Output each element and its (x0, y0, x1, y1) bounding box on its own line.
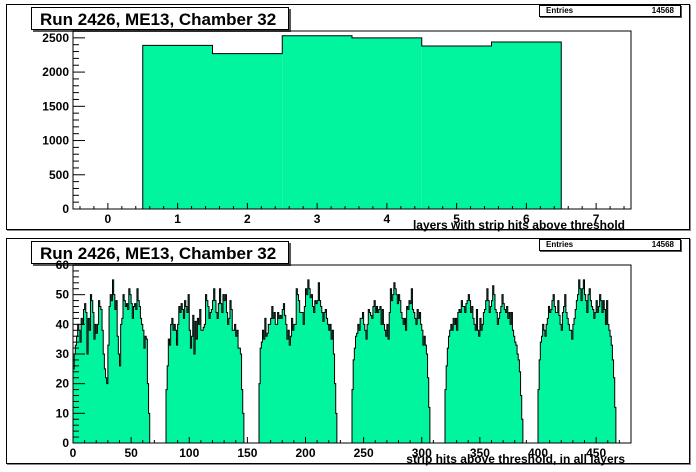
histogram-group-6 (537, 279, 617, 444)
y-tick-label: 2500 (42, 31, 69, 45)
x-tick-label: 7 (593, 212, 600, 226)
histogram-pad-strips: Run 2426, ME13, Chamber 32 Entries 14568… (6, 238, 690, 466)
y-tick-label: 1500 (42, 99, 69, 113)
histogram-outline (142, 35, 562, 209)
y-tick-label: 500 (49, 168, 69, 182)
histogram-bin-1 (142, 45, 213, 209)
stats-box: Entries 14568 (539, 5, 681, 17)
y-tick-label: 40 (56, 317, 70, 331)
histogram-group-5 (444, 285, 524, 444)
x-tick-label: 300 (412, 446, 432, 460)
stats-entries-value: 14568 (651, 240, 674, 249)
x-tick-label: 1 (174, 212, 181, 226)
y-tick-label: 60 (56, 258, 70, 272)
x-tick-label: 0 (70, 446, 77, 460)
x-tick-label: 350 (470, 446, 490, 460)
chart-title: Run 2426, ME13, Chamber 32 (31, 7, 289, 30)
x-tick-label: 200 (295, 446, 315, 460)
x-tick-label: 0 (105, 212, 112, 226)
histogram-bin-6 (491, 41, 562, 210)
chart-title: Run 2426, ME13, Chamber 32 (31, 241, 289, 264)
x-tick-label: 5 (453, 212, 460, 226)
histogram-bin-5 (421, 46, 492, 209)
y-tick-label: 0 (62, 436, 69, 450)
x-tick-label: 2 (244, 212, 251, 226)
histogram-pad-layers: Run 2426, ME13, Chamber 32 Entries 14568… (6, 4, 690, 232)
histogram-group-3 (258, 279, 338, 444)
histogram-group-4 (351, 282, 431, 444)
stats-box: Entries 14568 (539, 239, 681, 251)
y-tick-label: 30 (56, 347, 70, 361)
x-tick-label: 250 (354, 446, 374, 460)
stats-entries-label: Entries (546, 6, 574, 15)
y-tick-label: 20 (56, 377, 70, 391)
x-tick-label: 6 (523, 212, 530, 226)
x-tick-label: 4 (384, 212, 391, 226)
y-tick-label: 2000 (42, 65, 69, 79)
y-tick-label: 50 (56, 288, 70, 302)
y-tick-label: 1000 (42, 134, 69, 148)
x-tick-label: 400 (528, 446, 548, 460)
histogram-bin-2 (212, 53, 283, 209)
x-axis-label: strip hits above threshold, in all layer… (406, 452, 625, 466)
y-tick-label: 0 (62, 202, 69, 216)
stats-entries-value: 14568 (651, 6, 674, 15)
histogram-bin-3 (282, 35, 352, 210)
x-tick-label: 50 (124, 446, 138, 460)
histogram-bin-4 (352, 37, 422, 209)
x-tick-label: 450 (586, 446, 606, 460)
histogram-group-1 (72, 279, 151, 444)
x-tick-label: 150 (237, 446, 257, 460)
stats-entries-label: Entries (546, 240, 574, 249)
chart-strips-svg: 0 10 20 30 40 50 60 0 50 100 150 200 250 300 350 400 450… (56, 258, 632, 466)
histogram-group-2 (165, 288, 245, 444)
y-tick-label: 10 (56, 406, 70, 420)
x-axis-label: layers with strip hits above threshold (413, 218, 625, 232)
x-tick-label: 3 (314, 212, 321, 226)
x-tick-label: 100 (179, 446, 199, 460)
